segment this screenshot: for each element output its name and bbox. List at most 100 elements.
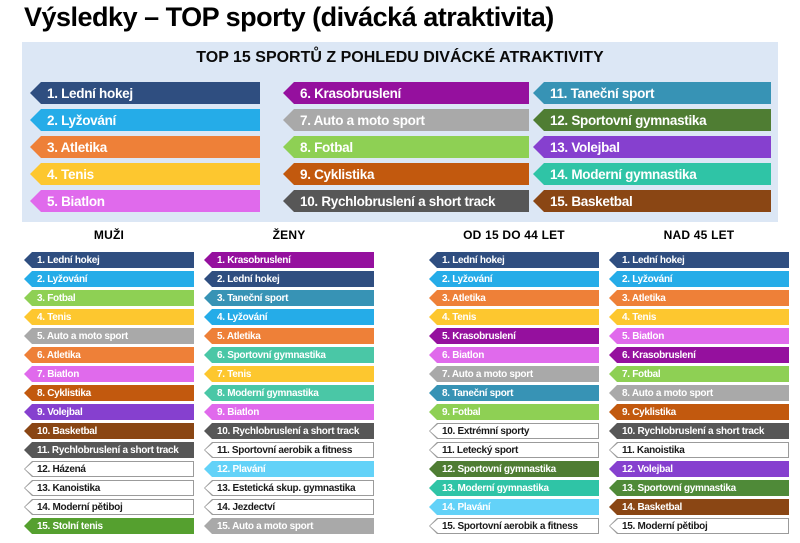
rank-tag-label: 5. Auto a moto sport — [25, 329, 193, 343]
rank-tag-label: 7. Biatlon — [25, 367, 193, 381]
rank-tag: 1. Krasobruslení — [204, 252, 374, 268]
rank-tag-label: 13. Kanoistika — [25, 481, 193, 495]
rank-tag: 5. Biatlon — [609, 328, 789, 344]
list-items-45plus: 1. Lední hokej 2. Lyžování 3. Atletika 4. T… — [609, 252, 789, 534]
rank-tag: 12. Volejbal — [609, 461, 789, 477]
rank-tag-label: 5. Biatlon — [610, 329, 788, 343]
rank-tag: 13. Sportovní gymnastika — [609, 480, 789, 496]
rank-tag-label: 11. Sportovní aerobik a fitness — [205, 443, 373, 457]
rank-tag: 2. Lyžování — [30, 109, 260, 131]
rank-tag: 7. Biatlon — [24, 366, 194, 382]
ranking-list-zeny: ŽENY 1. Krasobruslení 2. Lední hokej 3. Ta… — [204, 228, 374, 537]
rank-tag: 4. Lyžování — [204, 309, 374, 325]
top15-col-2: 6. Krasobruslení 7. Auto a moto sport 8. F… — [283, 82, 529, 217]
rank-tag: 4. Tenis — [429, 309, 599, 325]
rank-tag-label: 8. Moderní gymnastika — [205, 386, 373, 400]
rank-tag-label: 1. Lední hokej — [31, 83, 259, 103]
rank-tag: 5. Krasobruslení — [429, 328, 599, 344]
rank-tag: 11. Kanoistika — [609, 442, 789, 458]
rank-tag: 4. Tenis — [24, 309, 194, 325]
rank-tag: 3. Taneční sport — [204, 290, 374, 306]
rank-tag-label: 15. Basketbal — [534, 191, 770, 211]
slide-title: Výsledky – TOP sporty (divácká atraktivi… — [24, 2, 554, 32]
rank-tag-label: 6. Atletika — [25, 348, 193, 362]
rank-tag-label: 14. Jezdectví — [205, 500, 373, 514]
rank-tag: 7. Fotbal — [609, 366, 789, 382]
rank-tag-label: 14. Moderní pětiboj — [25, 500, 193, 514]
rank-tag-label: 4. Tenis — [31, 164, 259, 184]
rank-tag-label: 11. Taneční sport — [534, 83, 770, 103]
rank-tag-label: 3. Fotbal — [25, 291, 193, 305]
rank-tag-label: 2. Lyžování — [25, 272, 193, 286]
rank-tag: 13. Kanoistika — [24, 480, 194, 496]
top15-col-1: 1. Lední hokej 2. Lyžování 3. Atletika 4. T… — [30, 82, 260, 217]
rank-tag-label: 13. Sportovní gymnastika — [610, 481, 788, 495]
rank-tag: 3. Atletika — [609, 290, 789, 306]
rank-tag: 12. Sportovní gymnastika — [533, 109, 771, 131]
list-items-zeny: 1. Krasobruslení 2. Lední hokej 3. Taneční… — [204, 252, 374, 534]
rank-tag-label: 14. Basketbal — [610, 500, 788, 514]
rank-tag: 8. Taneční sport — [429, 385, 599, 401]
rank-tag: 14. Jezdectví — [204, 499, 374, 515]
rank-tag-label: 9. Fotbal — [430, 405, 598, 419]
rank-tag-label: 9. Volejbal — [25, 405, 193, 419]
rank-tag-label: 4. Tenis — [610, 310, 788, 324]
rank-tag-label: 10. Extrémní sporty — [430, 424, 598, 438]
rank-tag: 6. Krasobruslení — [609, 347, 789, 363]
rank-tag: 12. Plavání — [204, 461, 374, 477]
rank-tag-label: 1. Krasobruslení — [205, 253, 373, 267]
rank-tag: 11. Taneční sport — [533, 82, 771, 104]
rank-tag: 9. Cyklistika — [283, 163, 529, 185]
rank-tag-label: 12. Plavání — [205, 462, 373, 476]
rank-tag: 2. Lyžování — [429, 271, 599, 287]
rank-tag: 14. Basketbal — [609, 499, 789, 515]
rank-tag-label: 2. Lyžování — [610, 272, 788, 286]
rank-tag-label: 5. Atletika — [205, 329, 373, 343]
list-items-15-44: 1. Lední hokej 2. Lyžování 3. Atletika 4. T… — [429, 252, 599, 534]
rank-tag-label: 15. Auto a moto sport — [205, 519, 373, 533]
rank-tag: 1. Lední hokej — [24, 252, 194, 268]
rank-tag: 5. Auto a moto sport — [24, 328, 194, 344]
rank-tag-label: 8. Cyklistika — [25, 386, 193, 400]
rank-tag: 5. Biatlon — [30, 190, 260, 212]
rank-tag: 2. Lyžování — [609, 271, 789, 287]
rank-tag-label: 14. Moderní gymnastika — [534, 164, 770, 184]
rank-tag-label: 6. Krasobruslení — [610, 348, 788, 362]
rank-tag: 13. Moderní gymnastika — [429, 480, 599, 496]
rank-tag: 7. Tenis — [204, 366, 374, 382]
rank-tag: 3. Atletika — [30, 136, 260, 158]
rank-tag: 9. Volejbal — [24, 404, 194, 420]
rank-tag-label: 10. Rychlobruslení a short track — [284, 191, 528, 211]
rank-tag: 10. Rychlobruslení a short track — [609, 423, 789, 439]
rank-tag: 12. Házená — [24, 461, 194, 477]
rank-tag-label: 12. Sportovní gymnastika — [430, 462, 598, 476]
rank-tag-label: 1. Lední hokej — [25, 253, 193, 267]
rank-tag-label: 7. Fotbal — [610, 367, 788, 381]
panel-heading: TOP 15 SPORTŮ Z POHLEDU DIVÁCKÉ ATRAKTIV… — [196, 49, 604, 66]
rank-tag: 11. Rychlobruslení a short track — [24, 442, 194, 458]
rank-tag: 6. Krasobruslení — [283, 82, 529, 104]
rank-tag: 4. Tenis — [609, 309, 789, 325]
rank-tag-label: 8. Auto a moto sport — [610, 386, 788, 400]
rank-tag: 8. Fotbal — [283, 136, 529, 158]
rank-tag: 15. Sportovní aerobik a fitness — [429, 518, 599, 534]
rank-tag: 2. Lyžování — [24, 271, 194, 287]
rank-tag: 11. Letecký sport — [429, 442, 599, 458]
rank-tag-label: 2. Lyžování — [430, 272, 598, 286]
rank-tag-label: 9. Cyklistika — [610, 405, 788, 419]
rank-tag: 10. Extrémní sporty — [429, 423, 599, 439]
rank-tag-label: 2. Lyžování — [31, 110, 259, 130]
rank-tag: 15. Stolní tenis — [24, 518, 194, 534]
rank-tag-label: 15. Stolní tenis — [25, 519, 193, 533]
rank-tag: 9. Biatlon — [204, 404, 374, 420]
rank-tag: 8. Cyklistika — [24, 385, 194, 401]
rank-tag-label: 11. Letecký sport — [430, 443, 598, 457]
ranking-list-15-44: OD 15 DO 44 LET 1. Lední hokej 2. Lyžován… — [429, 228, 599, 537]
rank-tag-label: 10. Rychlobruslení a short track — [610, 424, 788, 438]
list-items-muzi: 1. Lední hokej 2. Lyžování 3. Fotbal 4. Ten… — [24, 252, 194, 534]
rank-tag-label: 1. Lední hokej — [610, 253, 788, 267]
rank-tag-label: 14. Plavání — [430, 500, 598, 514]
rank-tag: 3. Atletika — [429, 290, 599, 306]
rank-tag-label: 13. Moderní gymnastika — [430, 481, 598, 495]
